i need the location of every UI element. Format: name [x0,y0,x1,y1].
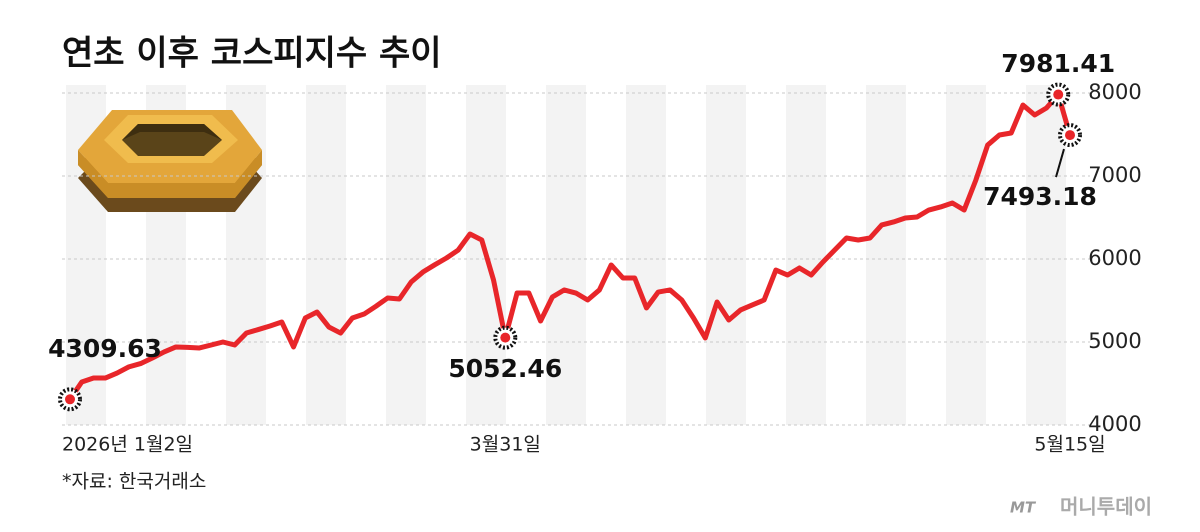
stripe [1026,85,1066,425]
marker-dot [1053,89,1064,100]
y-tick-label: 6000 [1088,246,1141,270]
x-tick-label: 2026년 1월2일 [62,434,193,456]
stripe [546,85,586,425]
marker-dot [500,332,511,343]
marker-dot [65,394,75,405]
coin-icon [78,110,262,212]
stripe [706,85,746,425]
y-tick-label: 7000 [1088,163,1141,187]
data-label: 4309.63 [48,334,162,363]
x-tick-label: 5월15일 [1034,434,1105,456]
stripe [866,85,906,425]
stripe [946,85,986,425]
y-tick-label: 8000 [1088,80,1141,104]
leader-line [1055,148,1065,178]
stripe [386,85,426,425]
stripe [626,85,666,425]
logo-mark: MT [1010,499,1037,517]
line-series [67,92,1073,402]
stripe [306,85,346,425]
logo-name: 머니투데이 [1060,495,1152,519]
stripe [786,85,826,425]
chart-title: 연초 이후 코스피지수 추이 [62,34,442,74]
y-tick-label: 4000 [1088,412,1141,436]
y-tick-label: 5000 [1088,329,1141,353]
data-label: 7981.41 [1001,49,1115,78]
data-label: 5052.46 [448,354,562,383]
source-note: *자료: 한국거래소 [62,471,206,493]
x-tick-label: 3월31일 [470,434,541,456]
data-label: 7493.18 [983,182,1097,211]
plot: 4000 5000 6000 7000 8000 2026년 1월2일 3월31일 5월15일… [48,49,1142,456]
marker-dot [1065,130,1075,141]
